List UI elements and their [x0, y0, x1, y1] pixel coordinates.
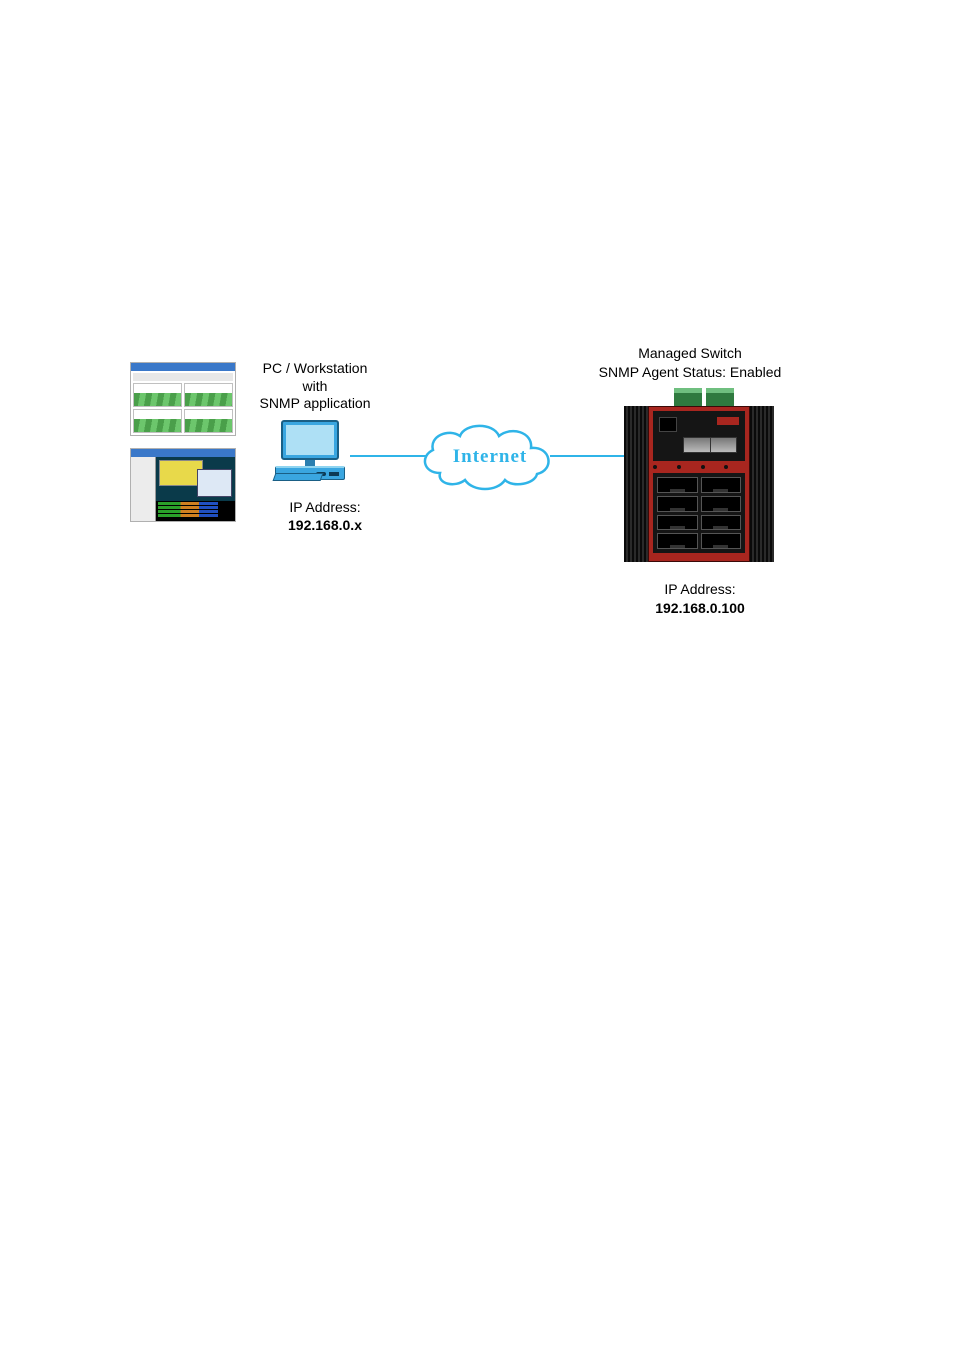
switch-port: [701, 533, 742, 549]
switch-ip-block: IP Address: 192.168.0.100: [610, 580, 790, 618]
pc-description: PC / Workstation with SNMP application: [250, 360, 380, 413]
switch-heatsink-right: [750, 406, 774, 562]
switch-port-grid: [653, 473, 745, 553]
pc-ip-block: IP Address: 192.168.0.x: [265, 498, 385, 534]
switch-label-line1: Managed Switch: [560, 344, 820, 363]
switch-port: [657, 533, 698, 549]
switch-description: Managed Switch SNMP Agent Status: Enable…: [560, 344, 820, 382]
pc-label-line2: with: [250, 378, 380, 396]
switch-faceplate: [648, 406, 750, 562]
pc-ip-value: 192.168.0.x: [265, 516, 385, 534]
switch-led-row: [653, 465, 745, 469]
snmp-app-screenshot-map: [130, 448, 236, 522]
switch-port: [657, 515, 698, 531]
switch-port: [657, 496, 698, 512]
switch-ip-label: IP Address:: [610, 580, 790, 599]
pc-ip-label: IP Address:: [265, 498, 385, 516]
network-diagram: PC / Workstation with SNMP application I…: [130, 340, 830, 620]
switch-ip-value: 192.168.0.100: [610, 599, 790, 618]
switch-brand-badge: [717, 417, 739, 425]
switch-mgmt-port: [659, 417, 677, 432]
switch-terminal-blocks: [674, 388, 734, 406]
managed-switch-icon: [624, 388, 774, 568]
switch-port: [701, 496, 742, 512]
workstation-icon: [270, 420, 350, 492]
switch-sfp-slots: [683, 437, 737, 453]
pc-label-line3: SNMP application: [250, 395, 380, 413]
cloud-label: Internet: [415, 446, 565, 468]
switch-heatsink-left: [624, 406, 648, 562]
switch-port: [701, 515, 742, 531]
snmp-app-screenshot-charts: [130, 362, 236, 436]
switch-label-line2: SNMP Agent Status: Enabled: [560, 363, 820, 382]
switch-port: [657, 477, 698, 493]
switch-port: [701, 477, 742, 493]
pc-label-line1: PC / Workstation: [250, 360, 380, 378]
internet-cloud: Internet: [415, 418, 565, 496]
